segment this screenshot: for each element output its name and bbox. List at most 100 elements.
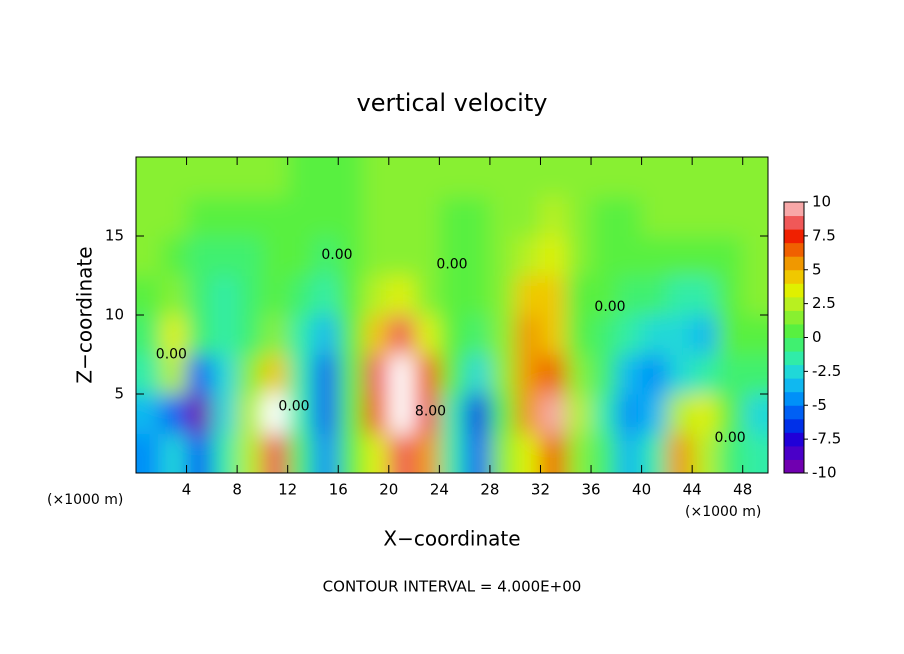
field-cell [515,315,541,355]
colorbar-tick-label: 5 [812,260,822,278]
field-cell [742,196,768,237]
field-cell [540,275,567,316]
field-cell [641,394,668,434]
field-cell [338,196,365,237]
field-cell [388,394,415,434]
field-cell [692,196,718,237]
field-cell [312,275,339,316]
x-tick-label: 8 [232,481,242,499]
overlay: 4 8 12 16 20 24 28 32 36 40 44 48510150.000.000.000… [105,156,841,499]
colorbar-tick-label: -2.5 [812,362,841,380]
colorbar-segment [784,405,804,420]
field-cell [717,433,744,473]
field-cell [262,275,289,316]
y-tick-label: 10 [105,306,124,324]
field-cell [565,275,592,316]
field-cell [363,354,390,395]
field-cell [717,157,744,197]
field-cell [641,315,668,355]
field-cell [211,157,238,197]
field-cell [186,275,213,316]
field-cell [489,275,516,316]
field-cell [338,354,365,395]
y-axis-label: Z−coordinate [73,246,97,383]
colorbar-segment [784,337,804,352]
field-cell [136,354,162,395]
field-cell [717,354,744,395]
x-tick-label: 12 [278,481,297,499]
field-cell [211,433,238,473]
contour-label: 0.00 [714,430,745,446]
colorbar-tick-label: 2.5 [812,294,836,312]
field-cell [515,394,541,434]
field-cell [540,354,567,395]
field-cell [515,354,541,395]
field-cell [742,236,768,276]
field-cell [742,275,768,316]
x-tick-label: 36 [581,481,600,499]
field-cell [540,394,567,434]
field-cell [211,394,238,434]
field-cell [136,433,162,473]
field-cell [464,196,491,237]
field-cell [565,354,592,395]
contour-label: 0.00 [278,399,309,415]
x-tick-label: 48 [733,481,752,499]
field-cell [338,275,365,316]
field-cell [515,275,541,316]
field-cell [515,157,541,197]
field-cell [237,433,263,473]
colorbar-tick-label: 7.5 [812,226,836,244]
field-cell [439,354,466,395]
field-cell [515,433,541,473]
field-cell [641,433,668,473]
colorbar-segment [784,432,804,447]
x-unit: (×1000 m) [47,492,123,508]
field-cell [464,354,491,395]
field-cell [641,275,668,316]
colorbar-segment [784,296,804,311]
field-cell [388,196,415,237]
field-cell [565,157,592,197]
field-cell [312,394,339,434]
field-cell [186,394,213,434]
field-cell [211,315,238,355]
field-cell [363,236,390,276]
colorbar-segment [784,418,804,433]
colorbar-segment [784,242,804,257]
field-cell [262,433,289,473]
field-cell [414,196,440,237]
field-cell [464,157,491,197]
field-cell [287,236,314,276]
field-cell [262,236,289,276]
field-cell [666,315,693,355]
field-cell [717,196,744,237]
field-cell [414,354,440,395]
field-cell [363,433,390,473]
field-cell [186,157,213,197]
x-axis-label: X−coordinate [383,527,520,551]
field-cell [363,315,390,355]
field-cell [186,354,213,395]
field-cell [237,275,263,316]
colorbar-segment [784,378,804,393]
field-cell [565,394,592,434]
field-cell [287,275,314,316]
field-cell [692,236,718,276]
field-cell [211,275,238,316]
field-cell [363,157,390,197]
x-unit: (×1000 m) [685,504,761,520]
field-cell [338,157,365,197]
field-cell [237,157,263,197]
colorbar-tick-label: 0 [812,328,822,346]
field-cell [616,236,643,276]
y-tick-label: 5 [114,385,124,403]
field-cell [540,433,567,473]
field-cell [717,275,744,316]
field-cell [237,394,263,434]
field-cell [211,196,238,237]
field-cell [616,157,643,197]
x-tick-label: 24 [430,481,449,499]
field-cell [262,157,289,197]
field-cell [717,315,744,355]
